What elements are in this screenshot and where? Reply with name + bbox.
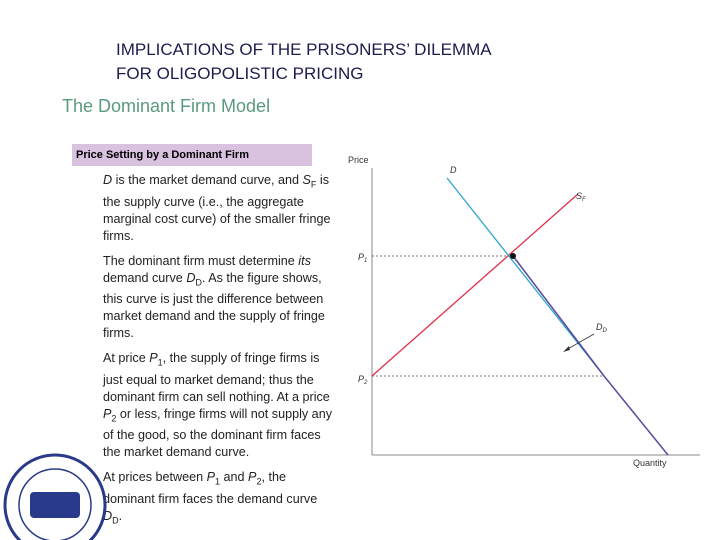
run: P [149, 351, 158, 366]
run: P [358, 374, 364, 384]
axis-label: Price [348, 155, 369, 165]
run: P [358, 252, 364, 262]
run: and [220, 470, 249, 485]
price-label: P1 [358, 252, 367, 264]
run: . As the figure shows, this curve is jus… [103, 270, 325, 341]
curve-label: D [450, 165, 457, 175]
run: D [195, 277, 202, 288]
paragraph: D is the market demand curve, and SF is … [103, 172, 339, 245]
run: 2 [111, 413, 117, 424]
run: S [302, 173, 311, 187]
supply-curve [371, 193, 579, 377]
run: D [603, 328, 608, 334]
price-label: P2 [358, 374, 368, 386]
run: S [576, 191, 582, 201]
title-line: IMPLICATIONS OF THE PRISONERS’ DILEMMA [116, 40, 492, 59]
logo-mark [30, 492, 80, 518]
run: F [310, 179, 317, 190]
pointer [565, 333, 595, 351]
axis-label: Quantity [633, 458, 667, 468]
run: D [596, 322, 603, 332]
run: P [103, 406, 112, 421]
run: P [206, 470, 216, 485]
run: , the supply of fringe firms is just equ… [103, 351, 330, 404]
logo [3, 453, 107, 540]
run: , the dominant firm faces the demand cur… [103, 470, 318, 506]
paragraph: At price P1, the supply of fringe firms … [103, 350, 339, 461]
run: D [103, 173, 113, 187]
run: The dominant firm must determine [103, 253, 299, 268]
body-text: D is the market demand curve, and SF is … [103, 172, 339, 537]
run: At prices between [103, 470, 207, 485]
run: 1 [364, 258, 367, 264]
run: At price [103, 351, 150, 366]
run: is the supply curve (i.e., the aggregate… [103, 173, 331, 243]
run: or less, fringe firms will not supply an… [103, 406, 332, 460]
run: is the market demand curve, and [112, 173, 303, 187]
run: P [248, 470, 257, 485]
run: D [103, 508, 113, 523]
paragraph: At prices between P1 and P2, the dominan… [103, 469, 339, 529]
run: . [118, 508, 123, 523]
arrowhead [563, 346, 570, 352]
run: 2 [256, 476, 262, 487]
curve-label: SF [576, 191, 586, 203]
title-line: FOR OLIGOPOLISTIC PRICING [116, 64, 364, 83]
run: D [186, 270, 196, 285]
run: demand curve [103, 270, 187, 285]
slide-title: IMPLICATIONS OF THE PRISONERS’ DILEMMA F… [116, 38, 492, 86]
point [510, 253, 516, 259]
demand-curve [446, 177, 605, 377]
run: 2 [363, 380, 368, 386]
subtitle: The Dominant Firm Model [62, 96, 271, 116]
run: 1 [215, 476, 221, 487]
curve-label: DD [596, 322, 608, 334]
run: its [298, 253, 311, 268]
run: 1 [157, 357, 163, 368]
run: D [112, 515, 119, 526]
figure-caption: Price Setting by a Dominant Firm [72, 144, 312, 166]
logo-ring [18, 468, 92, 540]
paragraph: The dominant firm must determine its dem… [103, 253, 339, 343]
dominant-demand-curve [512, 255, 669, 456]
run: F [582, 197, 586, 203]
